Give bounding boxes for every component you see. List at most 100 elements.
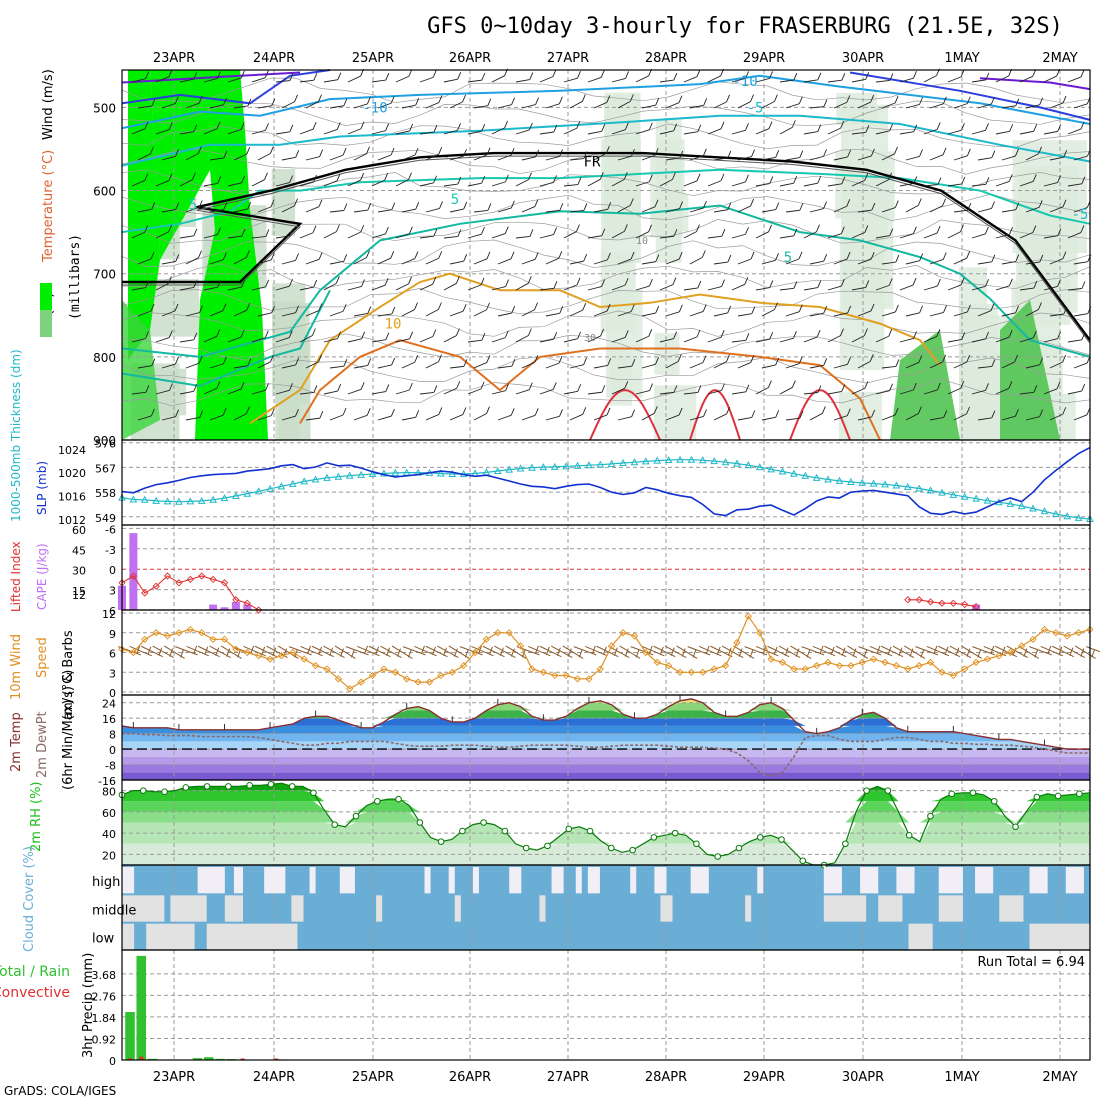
thickness-point [539,463,548,471]
wind-barb [1019,130,1034,135]
temperature-band [122,764,1090,773]
rh-band [122,822,1090,844]
wind-barb [949,645,972,659]
cloud-clear-block [472,867,479,894]
run-total-label: Run Total = 6.94 [977,955,1085,970]
thickness-point [778,467,787,475]
wind-barb [415,202,420,210]
wind-barb [870,148,875,157]
x-tick-label-bottom: 27APR [547,1070,589,1085]
contour-label: -5 [747,100,764,116]
thickness-point [266,484,274,492]
y-tick-label: 800 [93,351,116,365]
wind-speed-point [198,629,206,637]
y-tick-label: 8 [109,729,116,742]
wind-barb [179,131,194,135]
wind-barb [671,172,676,180]
wind-barb [683,180,698,187]
wind-barb [641,104,656,109]
lifted-index-point [904,596,912,604]
wind-barb [702,304,707,312]
wind-barb [655,254,660,262]
wind-barb [240,70,245,79]
wind-barb [659,79,674,83]
thickness-point [721,458,730,466]
wind-barb [635,649,640,658]
wind-barb [1043,388,1058,395]
wind-barb [425,645,448,658]
wind-barb [971,129,986,135]
wind-barb [655,357,659,365]
wind-barb [613,647,618,656]
wind-barb [1049,102,1064,109]
wind-barb [1001,361,1015,369]
contour-label: 5 [189,198,197,214]
thickness-point [869,479,878,487]
wind-barb [391,306,396,315]
wind-barb [179,235,194,239]
wind-barb [487,203,492,211]
wind-barb [175,356,179,365]
thickness-point [220,494,229,502]
cloud-clear-block [1029,867,1048,894]
wind-barb [1032,174,1037,182]
wind-barb [563,184,578,187]
y-tick-label: 558 [95,487,116,500]
wind-barb [738,648,743,657]
wind-barb [433,175,438,183]
wind-barb [491,337,506,343]
wind-barb [793,72,798,81]
wind-barb [943,410,948,418]
wind-barb [323,231,337,239]
thickness-point [858,478,867,486]
lifted-index-point [232,596,240,604]
wind-barb [371,233,386,239]
freezing-level-line [122,151,1091,341]
thickness-point [197,496,206,504]
wind-barb [569,209,584,213]
rh-point [714,853,721,860]
wind-barb [535,97,539,105]
wind-barb [821,406,826,414]
wind-barb [611,178,625,187]
wind-barb [727,150,732,159]
wind-barb [257,415,272,421]
y-tick-label: 900 [93,434,116,448]
wind-barb [737,205,751,213]
wind-barb [463,253,468,262]
wind-barb [521,258,536,265]
cloud-clear-block [122,867,135,894]
wind-barb [347,231,361,239]
wind-barb [713,312,728,317]
wind-speed-point [687,668,696,676]
convective-bar [274,1058,279,1060]
wind-barb [936,122,941,130]
lifted-index-line [907,599,977,608]
wind-barb [1032,225,1037,233]
wind-barb [713,101,727,109]
precip-frame [121,949,1091,1061]
wind-barb [281,364,296,369]
wind-barb [545,415,560,421]
wind-speed-point [892,662,901,670]
wind-speed-point [585,675,593,683]
wind-speed-point [608,642,616,650]
wind-barb [773,646,778,655]
wind-barb [755,128,770,135]
cape-bar [129,533,138,610]
wind-barb [673,385,678,393]
wind-barb [318,646,323,655]
wind-barb [1043,130,1058,135]
wind-barb [455,276,460,284]
wind-barb [131,391,146,395]
wind-barb [473,154,488,161]
rh-point [139,787,147,794]
wind-barb [155,180,170,187]
rh-point [288,783,296,790]
wind-barb [385,72,390,81]
wind-barb [852,648,857,657]
wind-speed-point [573,675,582,683]
temperature-band [122,772,1090,780]
wind-barb [913,124,918,132]
wind-barb [966,648,971,657]
